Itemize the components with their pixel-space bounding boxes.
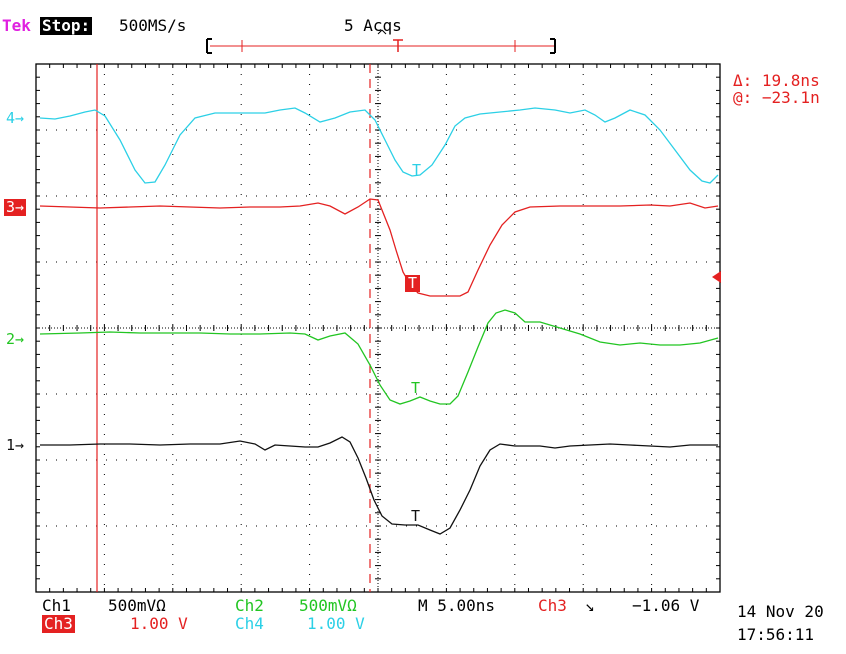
ch3-label: Ch3 xyxy=(42,614,75,633)
brand-label: Tek xyxy=(2,16,31,35)
ch1-trigger-mark: T xyxy=(411,507,421,525)
acquisition-count: 5 Acqs xyxy=(344,16,402,35)
sample-rate: 500MS/s xyxy=(119,16,187,35)
trigger-position-bar xyxy=(206,29,556,54)
ch1-waveform xyxy=(40,436,718,535)
cursor-position: @: −23.1n xyxy=(733,88,820,107)
ch4-trigger-mark: T xyxy=(412,161,422,179)
ch1-ground-marker[interactable]: 1→ xyxy=(6,436,25,454)
time-display: 17:56:11 xyxy=(737,625,815,644)
ch3-ground-marker[interactable]: 3→ xyxy=(4,198,27,216)
ch2-ground-marker[interactable]: 2→ xyxy=(6,330,25,348)
trigger-level: −1.06 V xyxy=(632,596,700,615)
ch3-trigger-mark: T xyxy=(405,275,421,292)
date-display: 14 Nov 20 xyxy=(737,602,824,621)
ch2-scale: 500mVΩ xyxy=(299,596,357,615)
trigger-source: Ch3 xyxy=(538,596,567,615)
graticule-grid xyxy=(35,63,721,593)
trigger-level-arrow[interactable] xyxy=(712,271,721,283)
ch2-waveform xyxy=(39,309,719,405)
acquisition-state: Stop: xyxy=(40,16,93,35)
ch2-trigger-mark: T xyxy=(411,379,421,397)
trigger-slope-icon: ↘ xyxy=(585,596,595,615)
ch4-scale: 1.00 V xyxy=(307,614,365,633)
cursor-delta: Δ: 19.8ns xyxy=(733,71,820,90)
ch4-waveform xyxy=(39,107,719,184)
ch3-scale: 1.00 V xyxy=(130,614,188,633)
ch1-label: Ch1 xyxy=(42,596,71,615)
ch1-scale: 500mVΩ xyxy=(108,596,166,615)
ch4-ground-marker[interactable]: 4→ xyxy=(6,109,25,127)
ch3-waveform xyxy=(39,198,719,297)
timebase: M 5.00ns xyxy=(418,596,496,615)
ch4-label: Ch4 xyxy=(235,614,264,633)
ch2-label: Ch2 xyxy=(235,596,264,615)
